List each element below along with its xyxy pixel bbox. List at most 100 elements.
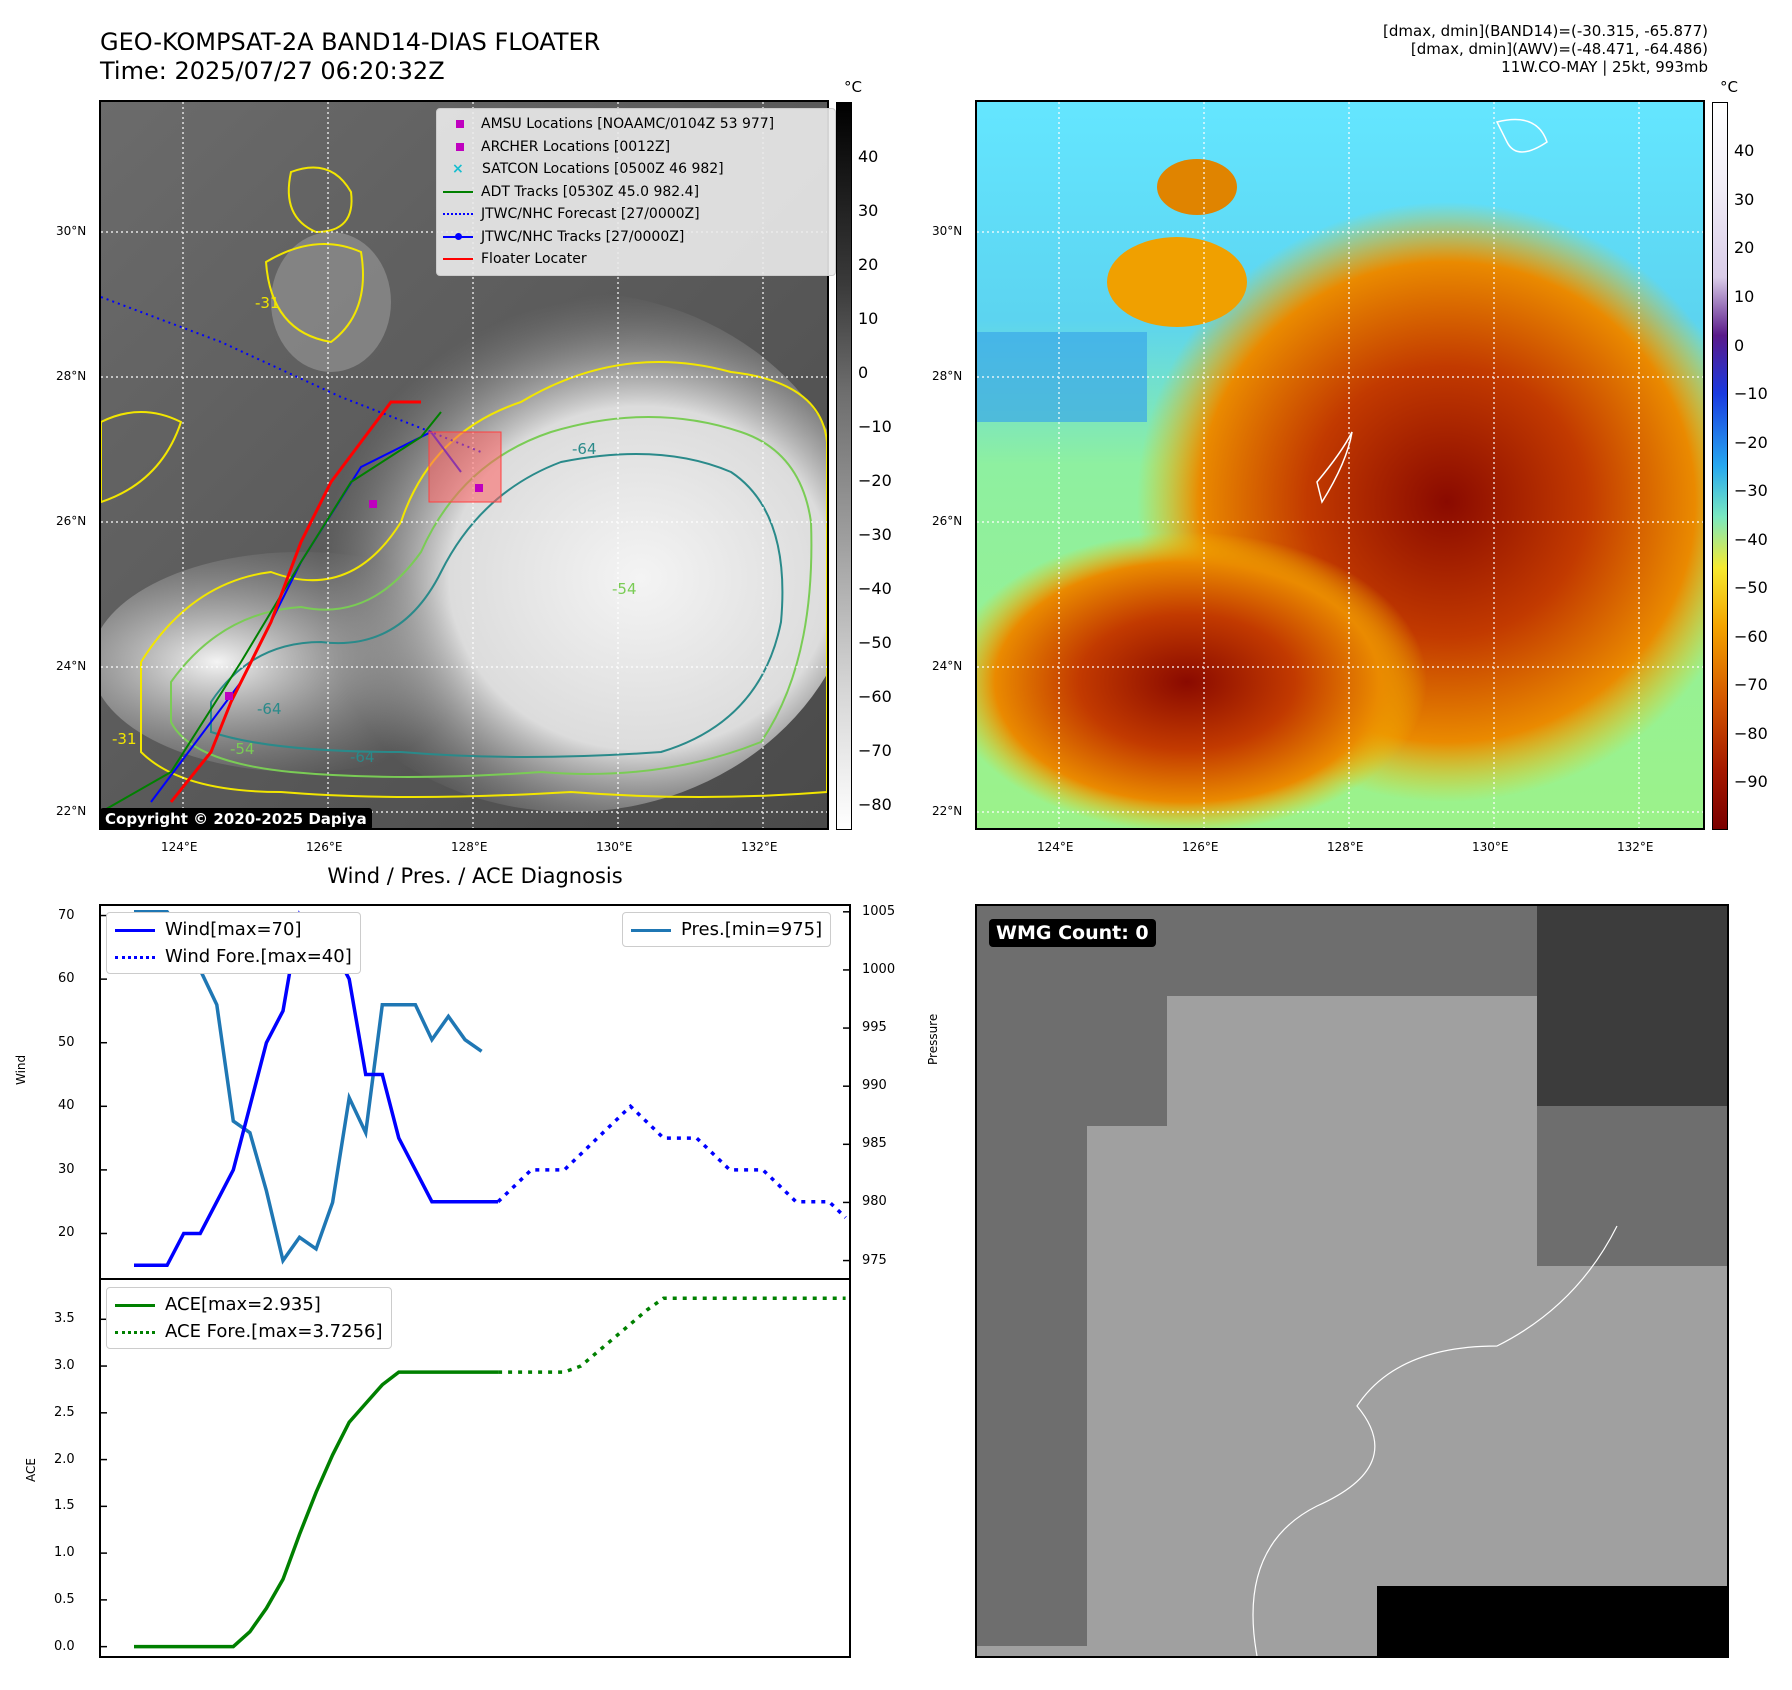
x-marker-icon: × [452, 161, 464, 177]
legend-item-amsu: AMSU Locations [NOAAMC/0104Z 53 977] [443, 113, 829, 136]
lon-label: 126°E [1182, 840, 1219, 854]
floater-box [428, 431, 502, 503]
awv-core-sw [977, 532, 1427, 828]
square-marker-icon [456, 142, 464, 151]
figure-title: GEO-KOMPSAT-2A BAND14-DIAS FLOATER Time:… [100, 28, 600, 86]
colorbar-tick: 0 [858, 363, 869, 382]
pressure-tick-label: 980 [862, 1194, 887, 1210]
ace-legend: ACE[max=2.935] ACE Fore.[max=3.7256] [106, 1287, 392, 1349]
pressure-ylabel: Pressure [926, 1013, 940, 1065]
lon-label: 124°E [161, 840, 198, 854]
legend-item-satcon: × SATCON Locations [0500Z 46 982] [443, 158, 829, 181]
colorbar-tick: −50 [1734, 578, 1768, 597]
dotted-line-icon [443, 213, 473, 215]
ace-forecast-line [498, 1296, 846, 1374]
legend-ace-fore: ACE Fore.[max=3.7256] [115, 1318, 383, 1345]
ace-tick-label: 2.0 [54, 1451, 75, 1467]
wind-forecast-line [496, 1103, 847, 1219]
contour-n1 [287, 166, 353, 234]
colorbar-tick: −20 [1734, 433, 1768, 452]
legend-pressure: Pres.[min=975] [631, 916, 822, 943]
lat-label: 26°N [932, 514, 963, 528]
lat-label: 22°N [932, 804, 963, 818]
lat-label: 26°N [56, 514, 87, 528]
pressure-tick-label: 975 [862, 1252, 887, 1268]
ir-colorbar [836, 102, 852, 830]
ace-tick-label: 2.5 [54, 1404, 75, 1420]
jtwc-forecast-track [101, 296, 482, 453]
awv-map-panel [975, 100, 1705, 830]
awv-gridlines [977, 102, 1703, 828]
wmg-region-black1 [1377, 1586, 1727, 1656]
colorbar-tick: −30 [858, 525, 892, 544]
colorbar-tick: −40 [1734, 530, 1768, 549]
lon-label: 124°E [1037, 840, 1074, 854]
colorbar-tick: −10 [1734, 384, 1768, 403]
info-line1: [dmax, dmin](BAND14)=(-30.315, -65.877) [1383, 22, 1708, 40]
lon-label: 128°E [451, 840, 488, 854]
colorbar-tick: −30 [1734, 481, 1768, 500]
contour-64 [210, 453, 784, 758]
colorbar-tick: −40 [858, 579, 892, 598]
wmg-svg [977, 906, 1727, 1656]
colorbar-tick: −80 [1734, 724, 1768, 743]
colorbar-tick: −70 [858, 741, 892, 760]
colorbar-tick: 40 [858, 147, 879, 166]
title-line1: GEO-KOMPSAT-2A BAND14-DIAS FLOATER [100, 28, 601, 56]
copyright-badge: Copyright © 2020-2025 Dapiya [100, 808, 372, 830]
ace-chart [99, 1278, 851, 1658]
contour-54 [170, 416, 813, 778]
ace-tick-label: 1.0 [54, 1545, 75, 1561]
lat-label: 24°N [932, 659, 963, 673]
wind-tick-label: 30 [58, 1161, 75, 1177]
adt-track [101, 411, 442, 813]
lon-label: 128°E [1327, 840, 1364, 854]
wmg-region-left2 [977, 1126, 1087, 1646]
lat-label: 30°N [932, 224, 963, 238]
ace-tick-label: 3.5 [54, 1311, 75, 1327]
colorbar-tick: −20 [858, 471, 892, 490]
lon-label: 132°E [741, 840, 778, 854]
colorbar-tick: 10 [1734, 287, 1755, 306]
pressure-legend: Pres.[min=975] [622, 912, 832, 947]
ir-cloud-n [271, 232, 391, 372]
awv-map-svg [977, 102, 1703, 828]
ir-cloud-sw [101, 552, 511, 772]
lat-label: 24°N [56, 659, 87, 673]
contour-label-3: -54 [612, 580, 637, 598]
legend-item-forecast: JTWC/NHC Forecast [27/0000Z] [443, 203, 829, 226]
lon-label: 132°E [1617, 840, 1654, 854]
contour-n2 [264, 243, 364, 344]
pressure-tick-label: 1000 [862, 961, 896, 977]
contour-label-5: -54 [230, 740, 255, 758]
lat-label: 22°N [56, 804, 87, 818]
awv-blob-n2 [1107, 237, 1247, 327]
archer-marker-1 [475, 484, 483, 492]
contour-w [101, 411, 183, 504]
pressure-tick-label: 990 [862, 1078, 887, 1094]
coastline-2 [1495, 118, 1548, 153]
colorbar-tick: −60 [858, 687, 892, 706]
lon-label: 130°E [596, 840, 633, 854]
lon-label: 130°E [1472, 840, 1509, 854]
storm-info: [dmax, dmin](BAND14)=(-30.315, -65.877) … [1383, 22, 1708, 76]
wind-tick-label: 60 [58, 971, 75, 987]
square-marker-icon [456, 120, 464, 128]
awv-blob-n1 [1157, 159, 1237, 215]
contour-label-4: -64 [257, 700, 282, 718]
contour-label-1: -31 [255, 294, 280, 312]
legend-wind-fore: Wind Fore.[max=40] [115, 943, 352, 970]
awv-colorbar-unit: °C [1720, 78, 1738, 96]
legend-wind: Wind[max=70] [115, 916, 352, 943]
diagnosis-title: Wind / Pres. / ACE Diagnosis [327, 864, 623, 888]
awv-colorbar [1712, 102, 1728, 830]
lon-label: 126°E [306, 840, 343, 854]
ace-tick-label: 1.5 [54, 1498, 75, 1514]
contour-31-outer [140, 361, 827, 798]
dotted-line-icon [115, 955, 155, 959]
amsu-marker-1 [369, 500, 377, 508]
wind-ylabel: Wind [14, 1054, 28, 1085]
contour-label-6: -64 [350, 748, 375, 766]
line-dot-icon [443, 232, 473, 240]
colorbar-tick: 20 [1734, 238, 1755, 257]
